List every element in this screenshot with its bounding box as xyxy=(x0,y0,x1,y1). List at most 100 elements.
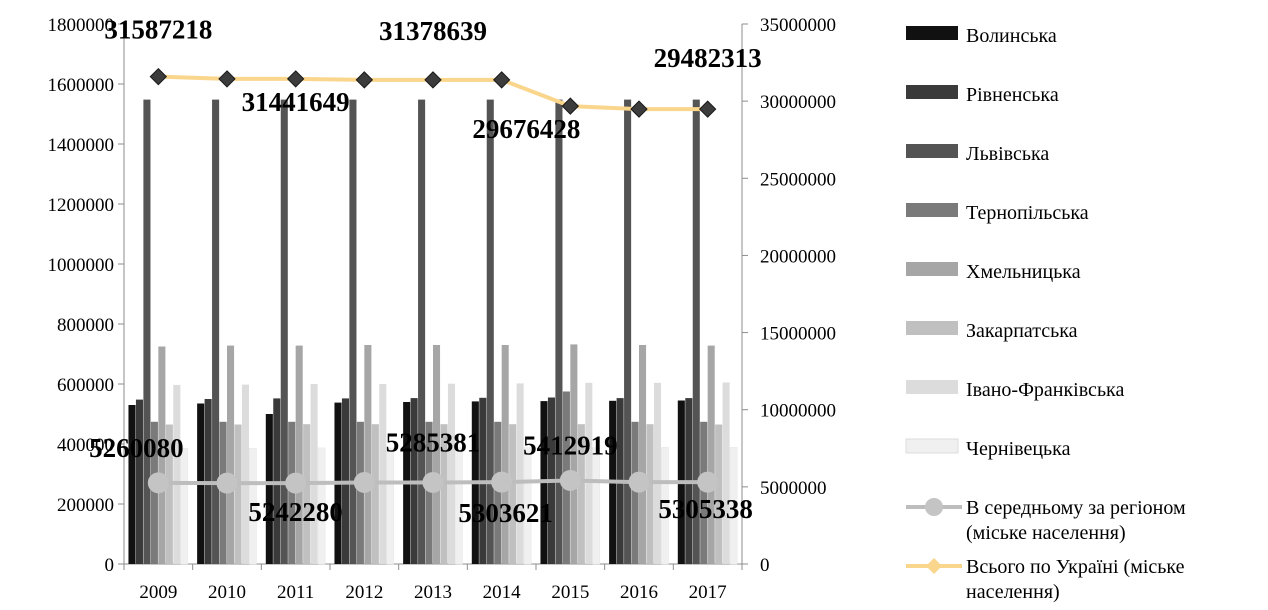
data-label: 31587218 xyxy=(104,15,212,45)
right-tick-label: 0 xyxy=(760,555,770,576)
line-point xyxy=(697,471,719,493)
x-tick-label: 2010 xyxy=(208,582,246,603)
legend-swatch xyxy=(906,203,958,217)
line-point xyxy=(628,471,650,493)
line-point xyxy=(149,67,168,86)
bar xyxy=(639,345,647,564)
bar xyxy=(433,345,441,564)
bar xyxy=(516,383,524,564)
right-tick-label: 30000000 xyxy=(760,92,836,113)
line-point xyxy=(147,472,169,494)
line-point xyxy=(492,71,511,89)
bar xyxy=(158,346,166,564)
bar xyxy=(310,384,318,564)
x-tick-label: 2012 xyxy=(345,582,383,603)
bar xyxy=(570,344,578,564)
bar xyxy=(455,447,463,565)
lines xyxy=(147,67,719,494)
line-point xyxy=(424,71,442,89)
legend-label: Чернівецька xyxy=(966,438,1071,460)
bar xyxy=(425,421,433,564)
bar xyxy=(440,424,448,564)
bars xyxy=(128,99,738,565)
data-labels: 31587218 31441649 31378639 29676428 29482313… xyxy=(89,15,762,529)
legend-swatch xyxy=(905,438,959,454)
data-label: 29482313 xyxy=(654,43,762,73)
bar xyxy=(295,345,303,564)
bar xyxy=(653,382,662,564)
bar xyxy=(364,345,372,564)
bar xyxy=(646,424,654,564)
legend-swatch xyxy=(906,262,958,276)
bar xyxy=(234,424,242,564)
data-label: 5305338 xyxy=(658,494,753,524)
bar xyxy=(555,99,563,564)
left-tick-label: 400000 xyxy=(57,435,114,456)
right-tick-label: 5000000 xyxy=(760,478,827,499)
bar xyxy=(317,447,326,565)
right-tick-label: 25000000 xyxy=(760,169,836,190)
data-label: 5303621 xyxy=(458,498,553,528)
bar xyxy=(173,384,181,564)
x-tick-label: 2016 xyxy=(620,582,658,603)
line-point xyxy=(422,471,444,493)
left-tick-label: 200000 xyxy=(57,495,114,516)
bar xyxy=(303,424,311,564)
bar xyxy=(356,421,364,564)
bar xyxy=(241,384,250,564)
x-tick-label: 2014 xyxy=(483,582,522,603)
data-label: 5285381 xyxy=(386,427,481,457)
data-label: 5412919 xyxy=(523,430,618,460)
bar xyxy=(227,345,235,564)
bar xyxy=(585,382,593,564)
legend-label: Рівненська xyxy=(966,84,1059,106)
bar xyxy=(165,424,173,564)
bar xyxy=(143,99,151,564)
bar xyxy=(729,447,738,565)
right-tick-label: 15000000 xyxy=(760,324,836,345)
x-tick-label: 2011 xyxy=(277,582,314,603)
legend-label: В середньому за регіоном (міське населенн… xyxy=(966,497,1186,544)
data-label: 29676428 xyxy=(472,114,580,144)
bar xyxy=(486,99,494,564)
data-label: 31441649 xyxy=(242,87,350,117)
line-point xyxy=(698,100,717,118)
data-label: 31378639 xyxy=(379,16,487,46)
legend-label: Волинська xyxy=(966,25,1057,47)
left-tick-label: 1400000 xyxy=(48,135,115,156)
legend: Волинська Рівненська Львівська Тернопільськ… xyxy=(905,25,1186,603)
bar xyxy=(661,447,669,565)
bar xyxy=(722,382,730,564)
bar xyxy=(128,405,136,564)
line-point xyxy=(285,472,307,494)
bar xyxy=(280,99,288,564)
line-point xyxy=(491,471,513,493)
legend-swatch xyxy=(906,26,958,40)
bar xyxy=(692,99,700,564)
right-tick-label: 10000000 xyxy=(760,401,836,422)
legend-marker xyxy=(926,558,942,574)
bar xyxy=(631,421,639,564)
left-tick-label: 1200000 xyxy=(48,195,115,216)
legend-swatch xyxy=(906,144,958,158)
left-tick-label: 1000000 xyxy=(48,255,115,276)
bar xyxy=(700,421,708,564)
bar xyxy=(219,421,227,564)
legend-label: Івано-Франківська xyxy=(966,379,1124,401)
bar xyxy=(577,424,585,564)
bar xyxy=(418,99,426,564)
bar xyxy=(592,447,601,565)
legend-label: Хмельницька xyxy=(966,261,1081,283)
legend-label: Закарпатська xyxy=(966,320,1078,342)
data-label: 5242280 xyxy=(248,497,343,527)
axes: 0 200000 400000 600000 800000 1000000 1200000 1… xyxy=(48,15,837,603)
legend-label: Всього по Україні (міське населення) xyxy=(966,556,1185,603)
bar xyxy=(501,345,509,564)
x-tick-label: 2009 xyxy=(139,582,177,603)
left-tick-label: 0 xyxy=(105,555,115,576)
line-point xyxy=(355,71,374,89)
bar xyxy=(265,414,273,564)
right-tick-label: 20000000 xyxy=(760,246,836,267)
bar xyxy=(249,447,257,565)
